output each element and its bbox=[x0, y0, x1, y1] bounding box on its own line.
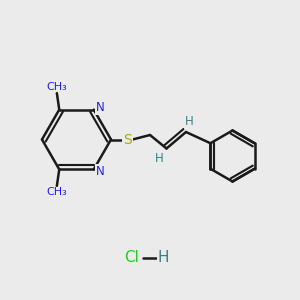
Text: N: N bbox=[96, 101, 105, 114]
Text: H: H bbox=[154, 152, 164, 165]
Text: CH₃: CH₃ bbox=[46, 188, 67, 197]
Text: Cl: Cl bbox=[124, 250, 140, 266]
Text: H: H bbox=[158, 250, 169, 266]
Text: N: N bbox=[96, 165, 105, 178]
Text: H: H bbox=[185, 115, 194, 128]
Text: CH₃: CH₃ bbox=[46, 82, 67, 92]
Text: S: S bbox=[123, 133, 132, 146]
